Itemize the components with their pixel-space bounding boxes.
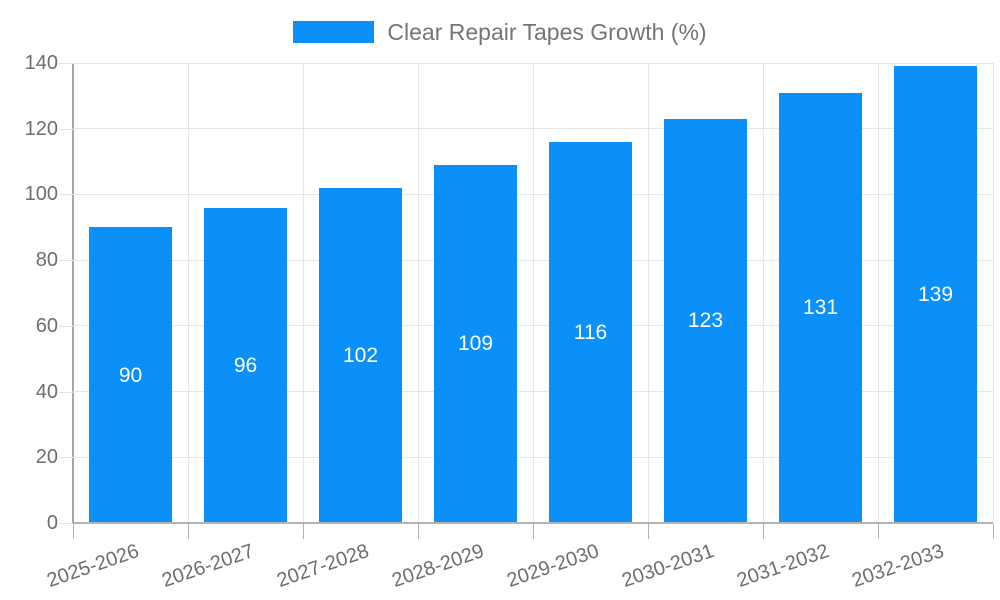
y-axis-tick (59, 63, 73, 64)
x-axis-tick (187, 524, 189, 539)
bar: 123 (664, 118, 747, 523)
x-axis-tick-label: 2026-2027 (159, 540, 257, 592)
x-axis-tick (877, 524, 879, 539)
x-axis-line (73, 522, 993, 524)
y-axis-tick-label: 140 (24, 52, 58, 74)
y-axis-tick-label: 80 (35, 249, 58, 272)
gridline-vertical (992, 63, 994, 523)
y-axis-tick-label: 40 (35, 380, 58, 403)
plot-area: 90 96 102 109 116 123 131 139 (73, 62, 994, 523)
gridline-vertical (647, 63, 649, 523)
y-axis-line (72, 63, 74, 523)
x-axis-tick-label: 2031-2032 (734, 540, 832, 592)
y-axis-tick-label: 100 (24, 183, 58, 206)
x-axis-tick-label: 2032-2033 (849, 540, 947, 592)
legend-series-label: Clear Repair Tapes Growth (%) (387, 18, 707, 45)
gridline-vertical (302, 63, 304, 523)
x-axis-tick-label: 2025-2026 (44, 540, 142, 592)
x-axis-tick-label: 2028-2029 (389, 540, 487, 592)
bar: 116 (549, 141, 632, 523)
y-axis-tick-label: 20 (35, 446, 58, 469)
bar-value-label: 90 (118, 363, 143, 387)
x-axis-tick (762, 524, 764, 539)
bar: 102 (319, 187, 402, 523)
bar: 131 (779, 92, 862, 523)
x-axis-tick (992, 524, 994, 539)
x-axis-tick-label: 2029-2030 (504, 540, 602, 592)
gridline-vertical (762, 63, 764, 523)
x-axis-tick (417, 524, 419, 539)
bar: 96 (204, 207, 287, 523)
y-axis-tick-label: 120 (24, 117, 58, 140)
y-axis-tick (59, 128, 73, 130)
x-axis-tick (647, 524, 649, 539)
y-axis-tick (59, 523, 73, 524)
y-axis-tick (59, 391, 73, 393)
bar: 109 (434, 164, 517, 523)
x-axis-tick (72, 524, 74, 539)
bar-value-label: 139 (917, 283, 954, 307)
chart-legend[interactable]: Clear Repair Tapes Growth (%) (0, 16, 1000, 48)
bar-value-label: 102 (342, 343, 379, 367)
bar: 139 (894, 66, 977, 523)
gridline-vertical (187, 63, 189, 523)
y-axis-tick (59, 194, 73, 196)
y-axis-tick (59, 457, 73, 459)
y-axis-tick-label: 60 (35, 314, 58, 337)
bar-value-label: 123 (687, 309, 724, 333)
bar-value-label: 131 (802, 296, 839, 320)
gridline-vertical (877, 63, 879, 523)
x-axis-tick (302, 524, 304, 539)
bar: 90 (89, 227, 172, 523)
x-axis-tick-label: 2030-2031 (619, 540, 717, 592)
bar-value-label: 116 (573, 320, 608, 344)
x-axis-tick (532, 524, 534, 539)
legend-color-swatch (293, 21, 375, 43)
gridline-vertical (417, 63, 419, 523)
bar-value-label: 109 (457, 332, 494, 356)
y-axis-tick (59, 325, 73, 327)
x-axis-tick-label: 2027-2028 (274, 540, 372, 592)
y-axis-tick (59, 260, 73, 262)
gridline-vertical (532, 63, 534, 523)
bar-value-label: 96 (233, 353, 258, 377)
y-axis-tick-label: 0 (46, 512, 58, 534)
